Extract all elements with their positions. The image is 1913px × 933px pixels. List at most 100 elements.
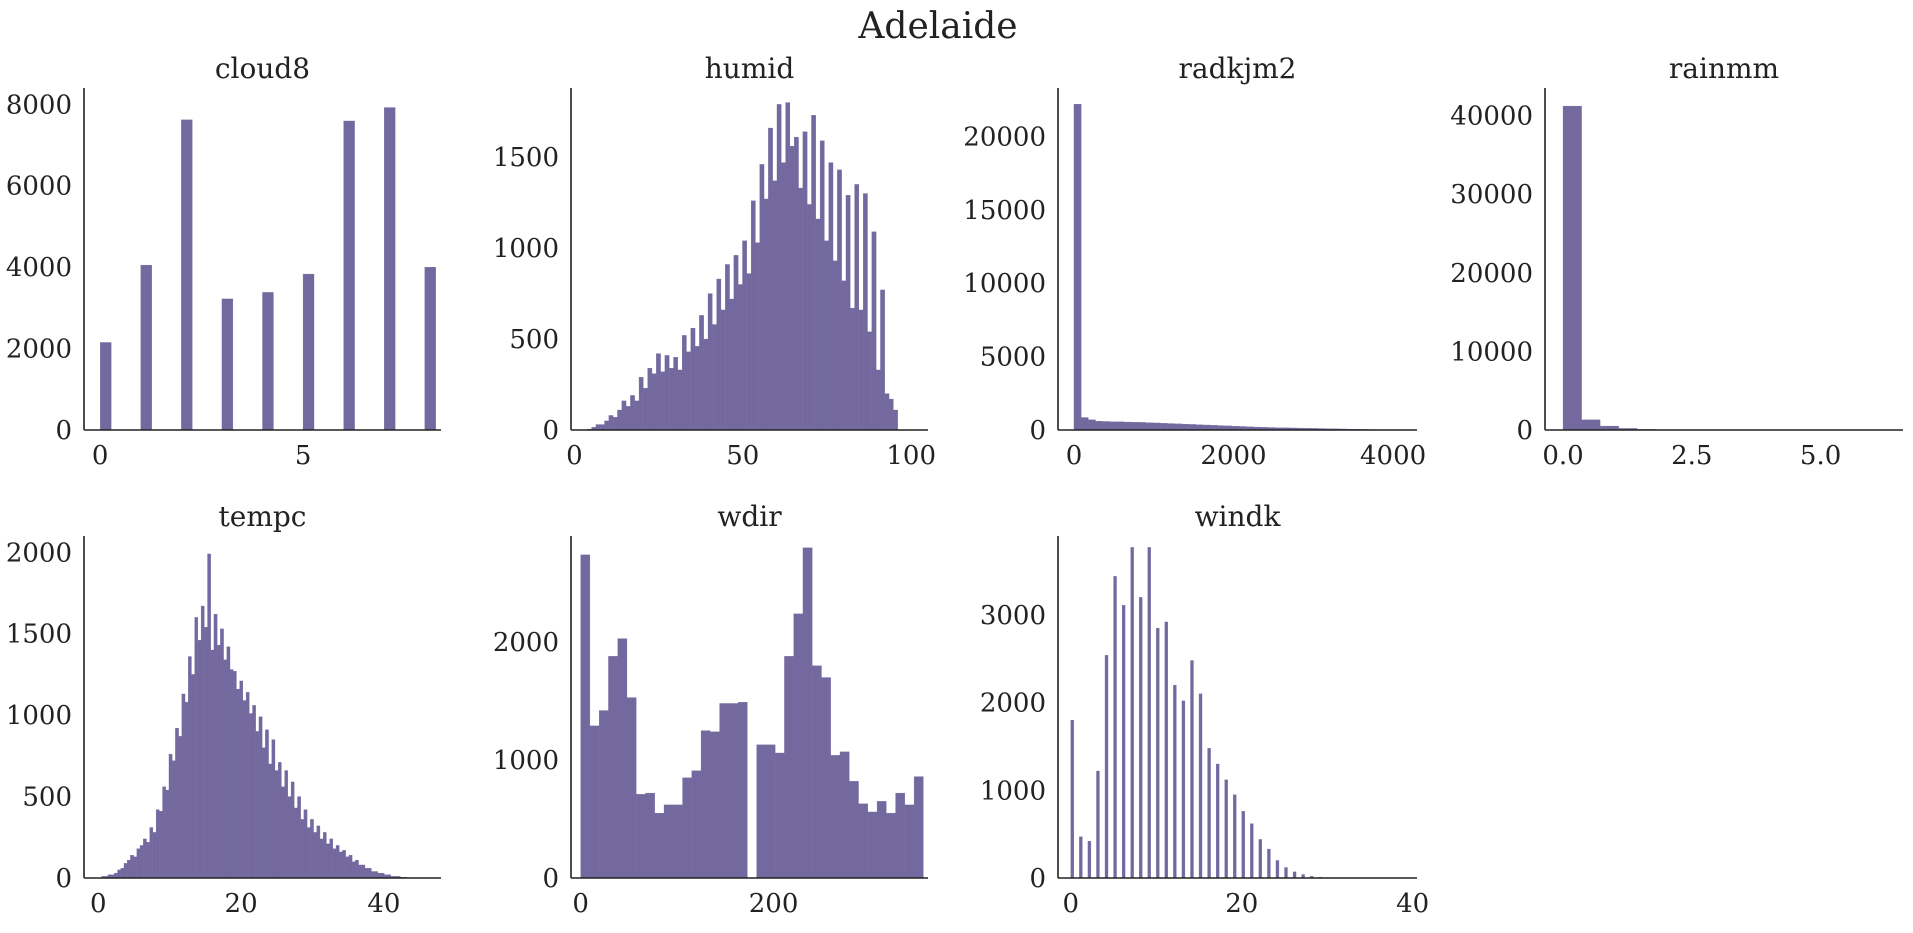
histogram-bar [1156,628,1159,878]
histogram-bar [775,753,784,878]
y-tick-label: 1000 [6,701,72,731]
histogram-bar [236,689,239,878]
y-tick-label: 1500 [493,143,559,173]
histogram-bar [191,674,194,878]
histogram-bar [773,181,777,430]
y-tick-label: 3000 [980,601,1046,631]
subplot-title: wdir [717,500,782,533]
histogram-bar [1160,423,1167,430]
histogram-bar [859,804,868,878]
histogram-bar [288,797,291,878]
histogram-bar [868,332,872,430]
x-tick-label: 0 [572,889,589,919]
histogram-bar [701,731,710,878]
histogram-bar [204,627,207,878]
histogram-bar [163,787,166,878]
y-tick-label: 2000 [6,335,72,365]
histogram-bar [1131,547,1134,878]
y-tick-label: 1000 [980,776,1046,806]
histogram-bar [729,703,738,878]
histogram-bar [249,714,252,878]
histogram-bar [837,170,841,430]
histogram-bar [829,163,833,430]
histogram-bar [720,703,729,878]
histogram-bar [682,335,686,430]
histogram-bar [294,808,297,878]
histogram-bar [368,868,371,878]
x-tick-label: 20 [225,889,258,919]
histogram-bar [613,417,617,430]
histogram-bar [683,778,692,878]
histogram-bar [596,425,600,430]
histogram-bar [833,261,837,430]
histogram-bar [127,860,130,878]
histogram-bar [246,692,249,878]
histogram-bar [1242,811,1245,878]
histogram-bar [816,219,820,430]
histogram-bar [1167,424,1174,430]
histogram-bar [297,797,300,878]
histogram-bar [1096,771,1099,878]
histogram-bar [211,650,214,878]
histogram-bar [626,406,630,430]
y-tick-label: 1500 [6,620,72,650]
histogram-bar [291,782,294,878]
histogram-bar [1276,860,1279,878]
histogram-bar [695,346,699,430]
y-tick-label: 1000 [493,234,559,264]
histogram-bar [1074,104,1081,430]
histogram-bar [227,647,230,878]
histogram-bar [185,702,188,878]
histogram-bar [747,274,751,430]
x-tick-label: 2000 [1200,441,1266,471]
histogram-bar [1071,720,1074,878]
histogram-bar [1122,605,1125,878]
histogram-bar [1114,576,1117,878]
histogram-bar [1293,872,1296,878]
histogram-bar [880,290,884,430]
y-tick-label: 15000 [963,196,1046,226]
histogram-bar [172,761,175,878]
x-tick-label: 20 [1225,889,1258,919]
histogram-bar [661,372,665,430]
histogram-bar [645,793,654,878]
histogram-bar [686,352,690,430]
x-tick-label: 2.5 [1671,441,1712,471]
y-tick-label: 2000 [493,628,559,658]
histogram-bar [617,410,621,430]
histogram-bar [812,666,821,878]
histogram-bar [1285,867,1288,878]
y-tick-label: 0 [542,864,559,894]
histogram-bar [721,310,725,430]
histogram-bar [275,771,278,878]
y-tick-label: 8000 [6,90,72,120]
histogram-bar [188,657,191,878]
x-tick-label: 0 [90,889,107,919]
histogram-bar [1117,422,1124,430]
histogram-bar [820,141,824,430]
histogram-bar [269,764,272,878]
histogram-bar [384,108,395,430]
histogram-bar [137,849,140,878]
histogram-bar [757,745,766,878]
histogram-bar [1139,597,1142,878]
y-tick-label: 5000 [980,343,1046,373]
histogram-bar [635,401,639,430]
x-tick-label: 4000 [1360,441,1426,471]
histogram-bar [256,731,259,878]
histogram-bar [307,828,310,878]
histogram-bar [652,374,656,430]
histogram-bar [738,702,747,878]
histogram-bar [896,793,905,878]
histogram-bar [1081,418,1088,430]
histogram-bar [1190,661,1193,878]
histogram-bar [349,855,352,878]
histogram-bar [1131,422,1138,430]
y-tick-label: 40000 [1450,102,1533,132]
histogram-bar [140,845,143,878]
histogram-bar [821,678,830,878]
histogram-bar [1148,547,1151,878]
